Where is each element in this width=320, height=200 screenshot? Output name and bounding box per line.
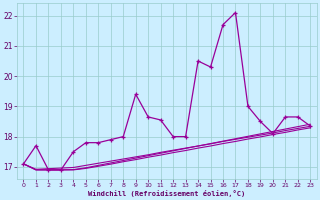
X-axis label: Windchill (Refroidissement éolien,°C): Windchill (Refroidissement éolien,°C) — [88, 190, 245, 197]
